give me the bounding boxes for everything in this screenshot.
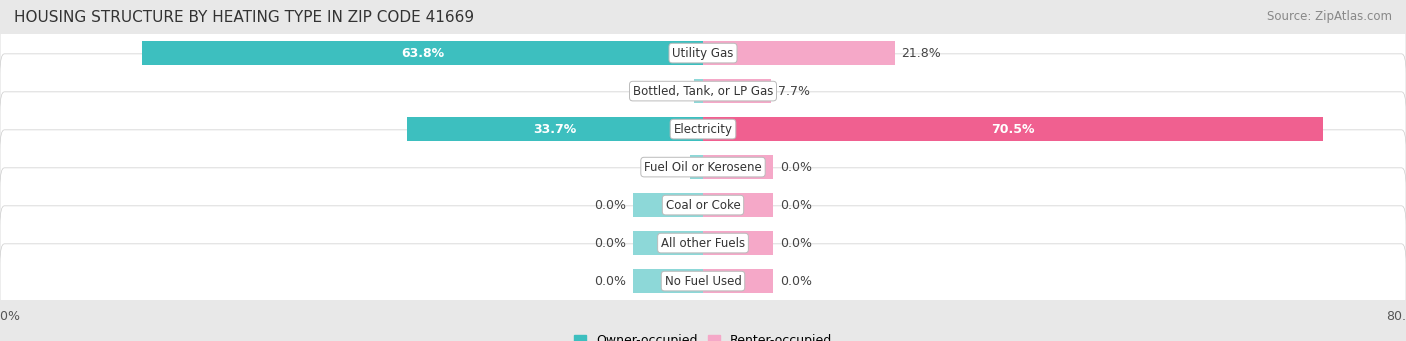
FancyBboxPatch shape xyxy=(0,54,1406,128)
Bar xyxy=(406,117,703,141)
FancyBboxPatch shape xyxy=(0,16,1406,90)
Bar xyxy=(633,231,703,255)
Bar xyxy=(703,269,773,293)
Text: Bottled, Tank, or LP Gas: Bottled, Tank, or LP Gas xyxy=(633,85,773,98)
Bar xyxy=(703,155,773,179)
Bar xyxy=(633,269,703,293)
Bar xyxy=(703,193,773,217)
Text: 0.0%: 0.0% xyxy=(780,237,813,250)
Bar xyxy=(633,193,703,217)
Text: 0.0%: 0.0% xyxy=(780,275,813,287)
FancyBboxPatch shape xyxy=(0,244,1406,318)
Text: 0.0%: 0.0% xyxy=(780,161,813,174)
Bar xyxy=(695,79,703,103)
Text: 33.7%: 33.7% xyxy=(533,123,576,136)
Text: 7.7%: 7.7% xyxy=(778,85,810,98)
Text: 0.0%: 0.0% xyxy=(593,237,626,250)
FancyBboxPatch shape xyxy=(0,92,1406,166)
Text: Electricity: Electricity xyxy=(673,123,733,136)
Text: 0.0%: 0.0% xyxy=(593,275,626,287)
Text: 0.0%: 0.0% xyxy=(780,198,813,211)
Bar xyxy=(703,41,894,65)
FancyBboxPatch shape xyxy=(0,206,1406,280)
Text: Utility Gas: Utility Gas xyxy=(672,47,734,60)
Bar xyxy=(703,231,773,255)
Text: No Fuel Used: No Fuel Used xyxy=(665,275,741,287)
Text: 21.8%: 21.8% xyxy=(901,47,942,60)
Bar xyxy=(690,155,703,179)
Text: 1.5%: 1.5% xyxy=(651,161,683,174)
Text: Fuel Oil or Kerosene: Fuel Oil or Kerosene xyxy=(644,161,762,174)
FancyBboxPatch shape xyxy=(0,130,1406,204)
Legend: Owner-occupied, Renter-occupied: Owner-occupied, Renter-occupied xyxy=(568,329,838,341)
Text: 70.5%: 70.5% xyxy=(991,123,1035,136)
Text: 63.8%: 63.8% xyxy=(401,47,444,60)
Bar xyxy=(703,79,770,103)
Text: Coal or Coke: Coal or Coke xyxy=(665,198,741,211)
FancyBboxPatch shape xyxy=(0,168,1406,242)
Bar xyxy=(142,41,703,65)
Text: 1.0%: 1.0% xyxy=(655,85,688,98)
Text: HOUSING STRUCTURE BY HEATING TYPE IN ZIP CODE 41669: HOUSING STRUCTURE BY HEATING TYPE IN ZIP… xyxy=(14,10,474,25)
Text: All other Fuels: All other Fuels xyxy=(661,237,745,250)
Bar xyxy=(703,117,1323,141)
Text: 0.0%: 0.0% xyxy=(593,198,626,211)
Text: Source: ZipAtlas.com: Source: ZipAtlas.com xyxy=(1267,10,1392,23)
